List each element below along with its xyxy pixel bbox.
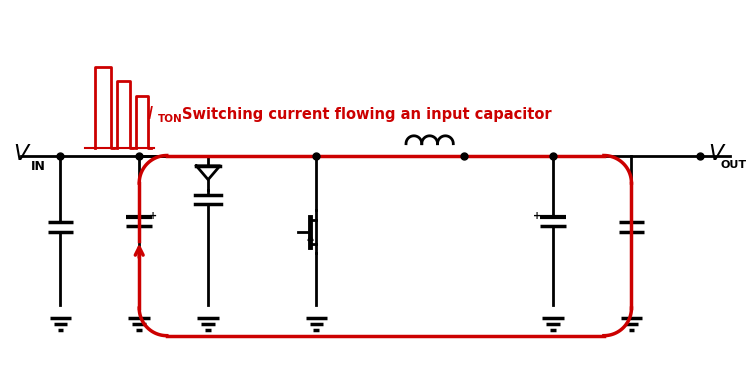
Text: V: V	[708, 144, 724, 164]
Text: +: +	[149, 211, 157, 221]
Text: TON: TON	[158, 114, 183, 124]
Text: +: +	[533, 211, 541, 221]
Text: V: V	[13, 144, 29, 164]
Text: OUT: OUT	[720, 160, 746, 170]
Text: $I$: $I$	[147, 105, 154, 123]
Text: IN: IN	[31, 160, 46, 173]
Text: Switching current flowing an input capacitor: Switching current flowing an input capac…	[182, 106, 551, 122]
